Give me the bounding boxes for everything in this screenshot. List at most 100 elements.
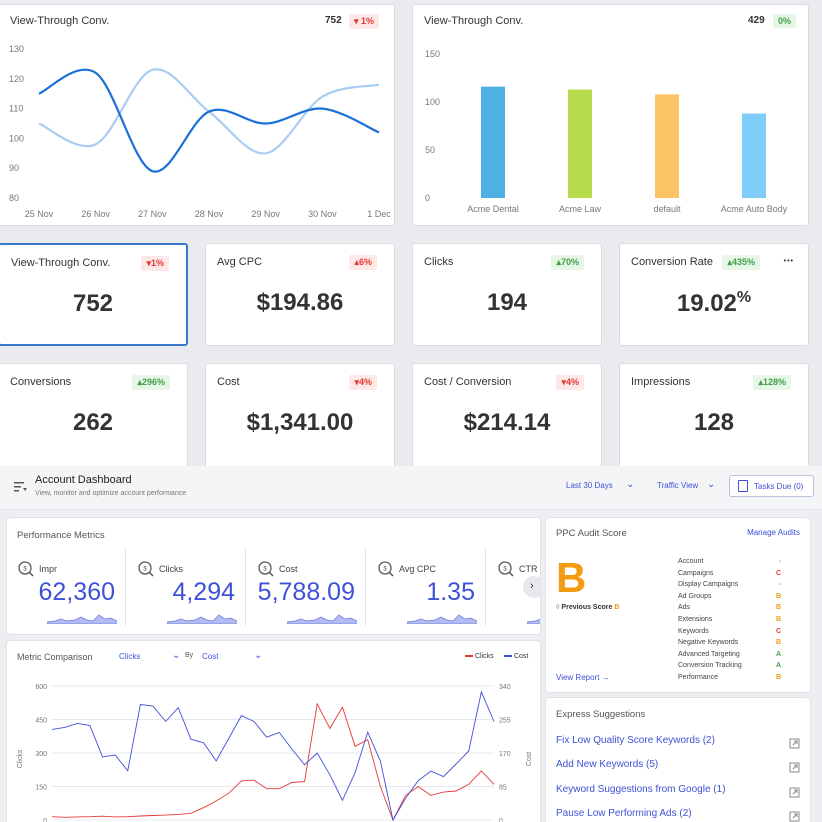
- y-tick-label: 100: [9, 133, 24, 143]
- next-metrics-button[interactable]: ›: [523, 576, 540, 598]
- ctr-icon: $: [497, 560, 515, 578]
- metric-tile[interactable]: $ Clicks 4,294: [127, 548, 245, 626]
- y-right-tick-label: 85: [499, 785, 507, 792]
- metric-tile[interactable]: $ Cost 5,788.09: [247, 548, 365, 626]
- kpi-card[interactable]: Clicks ▴70% 194: [412, 243, 602, 346]
- suggestion-link[interactable]: Pause Low Performing Ads (2): [556, 807, 692, 819]
- filter-list-icon[interactable]: [14, 480, 28, 492]
- sparkline: [407, 614, 477, 624]
- audit-breakdown: Account - Campaigns C Display Campaigns - Ad G…: [678, 558, 818, 688]
- audit-row: Account -: [678, 558, 781, 565]
- previous-score: ◊ Previous Score B: [556, 604, 620, 611]
- suggestion-link[interactable]: Keyword Suggestions from Google (1): [556, 783, 726, 795]
- search-icon: $: [17, 560, 35, 578]
- metric-tile[interactable]: $ CTR: [487, 548, 540, 626]
- up-arrow-icon: ▴: [727, 257, 732, 267]
- kpi-value: 19.02%: [676, 289, 752, 317]
- metric-tile[interactable]: $ Impr 62,360: [7, 548, 125, 626]
- kpi-value: 128: [693, 409, 735, 436]
- y-right-tick-label: 0: [499, 818, 503, 822]
- svg-text:$: $: [143, 567, 147, 573]
- metric1-select[interactable]: Clicks ⌄: [119, 650, 181, 661]
- card-value: 752: [325, 15, 342, 26]
- down-arrow-icon: ▾: [354, 16, 359, 26]
- chevron-down-icon: ⌄: [172, 650, 181, 661]
- manage-audits-link[interactable]: Manage Audits: [747, 528, 800, 537]
- x-tick-label: default: [653, 204, 681, 214]
- diamond-icon: ◊: [556, 604, 560, 611]
- delta-badge: 0%: [773, 14, 797, 28]
- view-select[interactable]: Traffic View ⌄: [657, 479, 716, 490]
- audit-grade: B: [556, 554, 587, 601]
- date-range-select[interactable]: Last 30 Days ⌄: [566, 479, 635, 490]
- bar: [481, 86, 505, 198]
- card-value: 429: [748, 15, 765, 26]
- line-chart-card: View-Through Conv. 752 ▾ 1% 80 90 100 110 12…: [0, 4, 395, 226]
- delta-badge: ▾4%: [556, 375, 584, 390]
- kpi-value: $194.86: [256, 289, 344, 316]
- section-title: Metric Comparison: [17, 652, 93, 662]
- up-arrow-icon: ▴: [758, 377, 763, 387]
- down-arrow-icon: ▾: [561, 377, 566, 387]
- audit-row-grade: B: [775, 616, 781, 623]
- sparkline: [167, 614, 237, 624]
- metric-label: Avg CPC: [399, 564, 436, 574]
- sparkline: [47, 614, 117, 624]
- y-left-tick-label: 450: [35, 718, 47, 725]
- audit-row: Ad Groups B: [678, 592, 781, 600]
- view-report-link[interactable]: View Report →: [556, 673, 610, 682]
- external-link-icon[interactable]: [789, 736, 800, 749]
- y-left-tick-label: 600: [35, 684, 47, 691]
- kpi-card[interactable]: View-Through Conv. ▾1% 752: [0, 243, 188, 346]
- kpi-card[interactable]: Conversions ▴296% 262: [0, 363, 188, 473]
- suggestion-link[interactable]: Add New Keywords (5): [556, 759, 659, 771]
- line-chart: 80 90 100 110 120 130 25 Nov 26 Nov 27 Nov 28 Nov…: [9, 44, 391, 219]
- series-line: [51, 702, 495, 822]
- external-link-icon[interactable]: [789, 785, 800, 798]
- tasks-due-button[interactable]: Tasks Due (0): [729, 475, 814, 497]
- sparkline: [287, 614, 357, 624]
- audit-row-grade: B: [775, 592, 781, 600]
- express-suggestions-card: Express Suggestions Fix Low Quality Scor…: [546, 698, 810, 822]
- audit-row-grade: -: [778, 581, 781, 589]
- down-arrow-icon: ▾: [146, 258, 151, 268]
- click-search-icon: $: [137, 560, 155, 578]
- external-link-icon[interactable]: [789, 760, 800, 773]
- y-right-tick-label: 340: [499, 684, 511, 691]
- kpi-card[interactable]: Conversion Rate ▴435% 19.02% •••: [619, 243, 809, 346]
- metric-label: CTR: [519, 564, 538, 574]
- page-subtitle: View, monitor and optimize account perfo…: [35, 490, 187, 497]
- kpi-title: Cost: [217, 376, 240, 388]
- audit-row-grade: A: [775, 650, 781, 658]
- x-tick-label: Acme Dental: [467, 204, 519, 214]
- more-horizontal-icon[interactable]: •••: [783, 258, 794, 265]
- metric-divider: [245, 548, 246, 626]
- metric-tile[interactable]: $ Avg CPC 1.35: [367, 548, 485, 626]
- cost-icon: $: [257, 560, 275, 578]
- kpi-card[interactable]: Cost / Conversion ▾4% $214.14: [412, 363, 602, 473]
- kpi-card[interactable]: Avg CPC ▴6% $194.86: [205, 243, 395, 346]
- series-line: [51, 690, 495, 822]
- chevron-down-icon: ⌄: [707, 479, 716, 490]
- suggestion-link[interactable]: Fix Low Quality Score Keywords (2): [556, 735, 715, 746]
- page-title: Account Dashboard: [35, 474, 132, 486]
- chevron-down-icon: ⌄: [626, 479, 635, 490]
- section-title: Express Suggestions: [556, 709, 646, 720]
- kpi-card[interactable]: Impressions ▴128% 128: [619, 363, 809, 473]
- account-dashboard: Account Dashboard View, monitor and opti…: [0, 466, 822, 822]
- y-tick-label: 80: [9, 193, 19, 203]
- audit-row: Conversion Tracking A: [678, 662, 781, 670]
- legend-cost: Cost: [504, 653, 528, 660]
- down-arrow-icon: ▾: [354, 377, 359, 387]
- dashboard-header: Account Dashboard View, monitor and opti…: [0, 466, 822, 510]
- delta-badge: ▴128%: [753, 375, 791, 390]
- delta-badge: ▴296%: [132, 375, 170, 390]
- metric2-select[interactable]: Cost ⌄: [202, 650, 263, 661]
- kpi-card[interactable]: Cost ▾4% $1,341.00: [205, 363, 395, 473]
- external-link-icon[interactable]: [789, 809, 800, 822]
- sparkline: [527, 618, 540, 624]
- audit-row-grade: B: [775, 674, 781, 681]
- audit-row: Advanced Targeting A: [678, 650, 781, 658]
- audit-row-grade: C: [775, 627, 781, 635]
- x-tick-label: 25 Nov: [25, 209, 54, 219]
